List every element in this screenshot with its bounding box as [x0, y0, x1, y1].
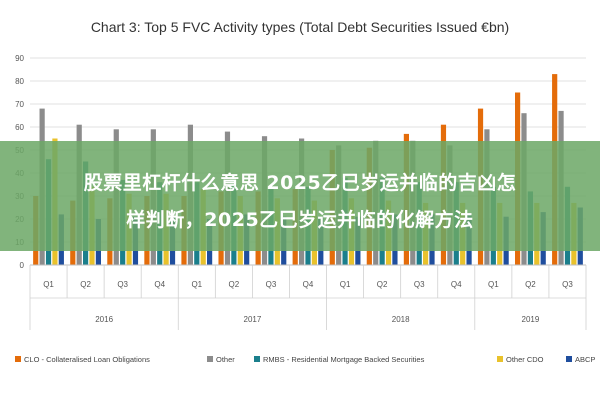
- x-tick-label: Q4: [154, 280, 165, 289]
- legend-swatch: [207, 356, 213, 362]
- legend-swatch: [15, 356, 21, 362]
- year-label: 2019: [522, 315, 540, 324]
- x-tick-label: Q2: [229, 280, 240, 289]
- legend: CLO - Collateralised Loan Obligations Oth…: [15, 355, 595, 364]
- y-tick-label: 90: [15, 54, 24, 63]
- overlay-banner-line-1: 股票里杠杆什么意思 2025乙巳岁运并临的吉凶怎: [83, 172, 517, 194]
- year-label: 2017: [244, 315, 262, 324]
- x-tick-label: Q3: [117, 280, 128, 289]
- legend-swatch: [497, 356, 503, 362]
- year-label: 2018: [392, 315, 410, 324]
- x-tick-label: Q1: [340, 280, 351, 289]
- y-tick-label: 0: [20, 261, 25, 270]
- x-tick-label: Q3: [266, 280, 277, 289]
- legend-label: Other CDO: [506, 355, 544, 364]
- x-tick-label: Q1: [43, 280, 54, 289]
- legend-label: CLO - Collateralised Loan Obligations: [24, 355, 150, 364]
- x-tick-label: Q3: [562, 280, 573, 289]
- x-axis: Q1 Q2 Q3 Q4 Q1 Q2 Q3 Q4 Q1 Q2 Q3 Q4 Q1 Q2 Q3 2016 2017 20…: [29, 264, 587, 330]
- overlay-banner-line-2: 样判断，2025乙巳岁运并临的化解方法: [126, 209, 474, 231]
- y-tick-label: 80: [15, 77, 24, 86]
- year-label: 2016: [95, 315, 113, 324]
- x-tick-label: Q3: [414, 280, 425, 289]
- x-tick-label: Q4: [303, 280, 314, 289]
- chart-title: Chart 3: Top 5 FVC Activity types (Total…: [91, 19, 509, 35]
- legend-swatch: [566, 356, 572, 362]
- y-tick-label: 60: [15, 123, 24, 132]
- legend-label: ABCP: [575, 355, 595, 364]
- y-tick-label: 70: [15, 100, 24, 109]
- overlay-banner: 股票里杠杆什么意思 2025乙巳岁运并临的吉凶怎 样判断，2025乙巳岁运并临的…: [0, 141, 600, 251]
- legend-swatch: [254, 356, 260, 362]
- x-tick-label: Q1: [488, 280, 499, 289]
- x-tick-label: Q2: [525, 280, 536, 289]
- x-tick-label: Q2: [377, 280, 388, 289]
- x-tick-label: Q2: [80, 280, 91, 289]
- x-tick-label: Q1: [191, 280, 202, 289]
- legend-label: RMBS - Residential Mortgage Backed Secur…: [263, 355, 425, 364]
- x-tick-label: Q4: [451, 280, 462, 289]
- legend-label: Other: [216, 355, 235, 364]
